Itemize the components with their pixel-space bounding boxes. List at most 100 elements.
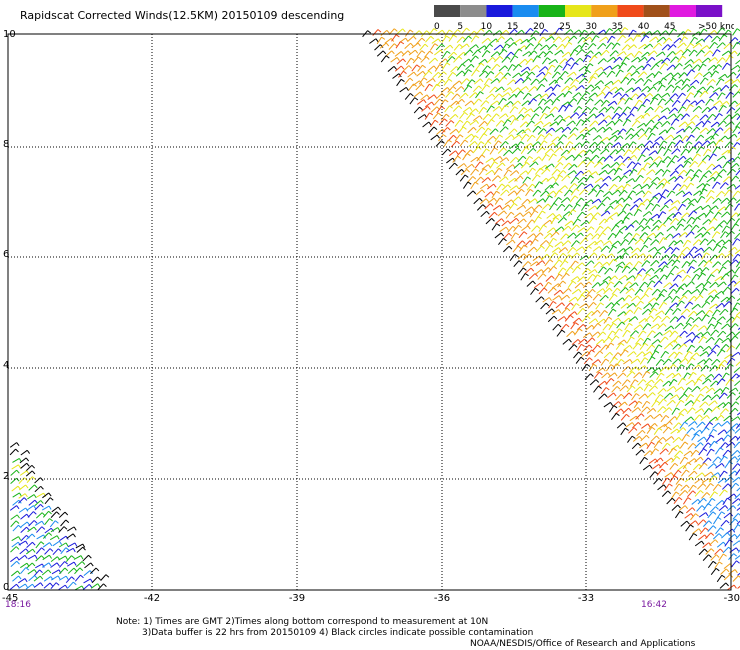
wind-barb xyxy=(500,189,510,196)
wind-barb xyxy=(712,181,721,189)
wind-barb xyxy=(702,170,712,177)
wind-barb xyxy=(449,128,459,135)
wind-barb xyxy=(658,288,668,296)
wind-barb xyxy=(724,203,734,211)
wind-barb xyxy=(648,246,658,253)
wind-barb xyxy=(705,434,715,443)
wind-barb xyxy=(702,378,712,385)
wind-barb xyxy=(567,246,577,254)
wind-barb xyxy=(566,120,576,127)
wind-barb xyxy=(716,511,726,519)
wind-barb xyxy=(633,197,643,204)
wind-barb xyxy=(714,127,724,134)
wind-barb xyxy=(556,329,566,337)
wind-barb xyxy=(527,147,537,155)
wind-barb xyxy=(28,484,38,491)
wind-barb xyxy=(653,280,663,288)
wind-barb xyxy=(591,147,601,154)
wind-barb xyxy=(710,406,721,413)
wind-barb xyxy=(466,79,476,87)
wind-barb xyxy=(41,505,52,511)
wind-barb xyxy=(26,533,36,540)
wind-barb xyxy=(641,370,651,379)
wind-barb xyxy=(571,266,581,274)
wind-barb xyxy=(546,92,557,100)
wind-barb xyxy=(659,448,669,455)
wind-barb xyxy=(65,576,75,584)
wind-barb xyxy=(570,240,580,247)
wind-barb xyxy=(36,526,46,533)
wind-barb xyxy=(693,190,703,196)
wind-barb xyxy=(643,78,653,86)
wind-barb xyxy=(598,218,608,226)
wind-barb xyxy=(735,423,740,429)
wind-barb xyxy=(494,232,505,239)
wind-barb xyxy=(570,78,579,86)
wind-barb xyxy=(491,223,501,231)
wind-barb xyxy=(488,211,498,219)
wind-barb xyxy=(622,156,632,163)
wind-barb xyxy=(719,582,729,589)
wind-barb xyxy=(634,238,645,245)
wind-barb xyxy=(649,97,659,105)
wind-barb xyxy=(481,50,491,58)
wind-barb xyxy=(668,107,679,114)
wind-barb xyxy=(622,183,631,191)
wind-barb xyxy=(674,322,684,329)
wind-barb xyxy=(623,392,633,400)
lat-tick-label: 0 xyxy=(3,582,9,593)
wind-barb xyxy=(617,112,627,119)
wind-barb xyxy=(577,227,587,233)
wind-barb xyxy=(642,337,652,345)
wind-barb xyxy=(707,525,717,532)
wind-barb xyxy=(517,155,527,163)
wind-barb xyxy=(562,338,572,345)
wind-barb xyxy=(734,203,740,211)
wind-barb xyxy=(521,225,531,232)
wind-barb xyxy=(495,36,505,43)
wind-barb xyxy=(672,183,682,191)
wind-barb xyxy=(404,77,414,85)
wind-barb xyxy=(655,310,665,316)
wind-barb xyxy=(502,119,512,127)
wind-barb xyxy=(611,42,621,50)
wind-barb xyxy=(423,70,433,78)
wind-barb xyxy=(682,497,692,505)
wind-barb xyxy=(708,106,718,113)
wind-barb xyxy=(582,332,593,338)
wind-barb xyxy=(517,218,527,225)
wind-barb xyxy=(552,323,562,331)
wind-barb xyxy=(628,168,638,177)
wind-barb xyxy=(548,300,557,309)
wind-barb xyxy=(563,254,573,262)
wind-barb xyxy=(721,532,731,539)
wind-barb xyxy=(698,462,708,470)
wind-barb xyxy=(668,351,678,358)
wind-barb xyxy=(672,422,682,429)
wind-barb xyxy=(737,167,740,170)
wind-barb xyxy=(720,386,730,395)
wind-barb xyxy=(686,266,695,274)
wind-barb xyxy=(459,139,469,147)
wind-barb xyxy=(737,213,740,217)
wind-barb xyxy=(661,490,672,497)
wind-barb xyxy=(518,58,529,65)
wind-barb xyxy=(611,386,621,393)
wind-barb xyxy=(552,295,562,301)
wind-barb xyxy=(703,246,713,253)
wind-barb xyxy=(639,342,649,350)
wind-barb xyxy=(572,317,582,324)
wind-barb xyxy=(633,208,642,217)
wind-barb xyxy=(58,542,69,548)
wind-barb xyxy=(42,532,53,539)
wind-barb xyxy=(696,86,706,93)
wind-barb xyxy=(20,567,30,574)
wind-barb xyxy=(485,157,496,163)
wind-barb xyxy=(710,567,720,575)
wind-barb xyxy=(10,477,20,485)
wind-barb xyxy=(642,190,652,198)
wind-barb xyxy=(690,174,700,182)
wind-barb xyxy=(720,211,731,218)
wind-barb xyxy=(712,49,721,57)
wind-barb xyxy=(614,265,624,273)
